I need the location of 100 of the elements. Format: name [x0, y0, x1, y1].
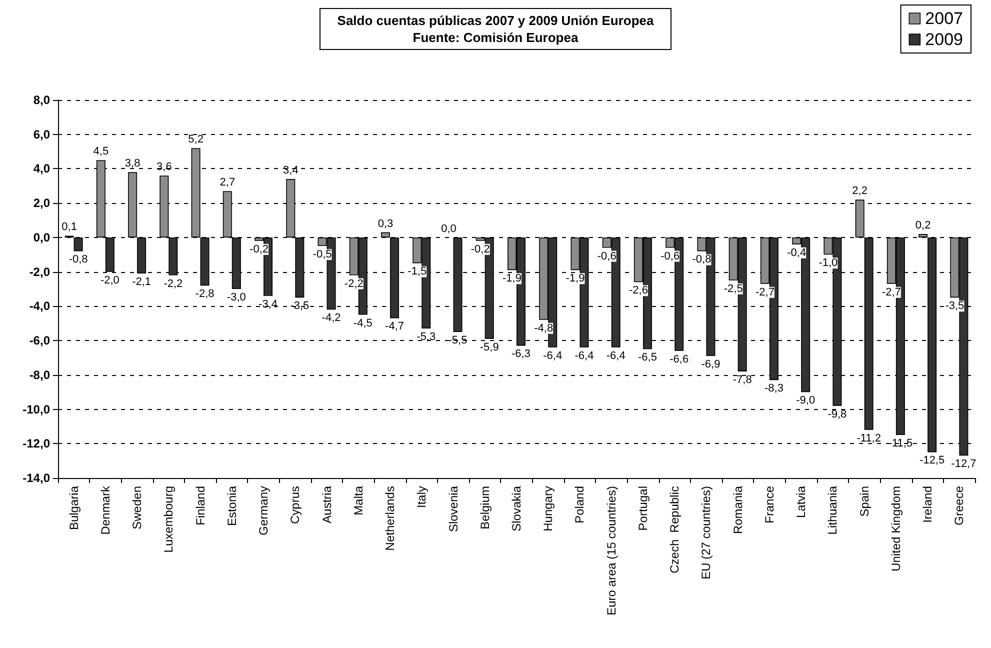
y-tick-label: 0,0 — [33, 230, 50, 244]
data-label: -0,5 — [312, 248, 332, 261]
data-label: -0,4 — [787, 246, 806, 259]
data-label: -12,7 — [951, 458, 976, 470]
data-label: -3,0 — [226, 292, 246, 304]
data-label: 2,7 — [220, 176, 236, 189]
data-label: -6,4 — [574, 350, 594, 362]
x-tick-label: Malta — [351, 486, 366, 516]
data-label: 4,5 — [93, 146, 109, 158]
x-tick-label: Czech Republic — [668, 486, 682, 574]
x-tick-label: Spain — [857, 486, 872, 517]
x-tick-label: Ireland — [920, 486, 935, 523]
data-label: -6,6 — [670, 353, 689, 366]
data-label: -1,0 — [818, 257, 838, 270]
data-label: -7,8 — [732, 374, 752, 386]
x-tick-label: Belgium — [478, 486, 492, 530]
chart-title: Saldo cuentas públicas 2007 y 2009 Unión Europea — [337, 13, 654, 28]
data-label: -0,2 — [250, 243, 269, 256]
data-label: -2,8 — [195, 288, 214, 300]
data-label: -2,1 — [132, 276, 152, 288]
x-tick-label: Hungary — [541, 486, 556, 532]
x-tick-label: Portugal — [636, 486, 650, 531]
data-label: -0,6 — [597, 250, 616, 262]
x-tick-label: Italy — [414, 486, 429, 508]
x-tick-label: Poland — [572, 486, 587, 524]
data-label: -6,9 — [701, 358, 720, 371]
y-tick-label: -12,0 — [22, 436, 50, 451]
data-label: -2,2 — [164, 278, 183, 290]
data-label: -6,4 — [543, 350, 562, 362]
data-label: 0,2 — [915, 220, 931, 232]
x-tick-label: Latvia — [794, 486, 808, 518]
data-label: 3,4 — [283, 164, 298, 177]
data-label: -1,5 — [408, 266, 427, 278]
y-tick-label: -14,0 — [22, 471, 50, 485]
x-tick-label: Austria — [320, 486, 334, 524]
x-tick-label: France — [762, 486, 776, 524]
x-tick-label: Cyprus — [288, 486, 302, 524]
data-label: -8,3 — [764, 382, 784, 395]
y-tick-label: -10,0 — [22, 402, 50, 416]
data-label: -0,6 — [660, 250, 680, 262]
x-tick-label: Netherlands — [383, 486, 398, 551]
data-label: -2,0 — [100, 274, 120, 286]
x-tick-label: Estonia — [224, 486, 239, 526]
data-label: -0,2 — [470, 243, 490, 256]
data-label: 0,0 — [441, 222, 456, 235]
y-tick-label: -2,0 — [29, 264, 50, 279]
data-label: 2,2 — [852, 185, 868, 198]
data-label: -2,7 — [882, 286, 901, 298]
x-tick-label: Romania — [730, 486, 745, 534]
x-tick-label: Slovenia — [446, 486, 460, 532]
legend-label: 2007 — [925, 9, 964, 28]
data-label: -5,3 — [416, 331, 436, 344]
y-tick-label: -6,0 — [29, 334, 50, 348]
data-label: -1,9 — [502, 272, 522, 285]
data-label: -1,9 — [566, 272, 585, 285]
legend-label: 2009 — [925, 30, 964, 49]
y-tick-label: -4,0 — [29, 299, 50, 314]
x-tick-label: United Kingdom — [888, 486, 903, 572]
data-label: -4,8 — [534, 322, 554, 334]
x-tick-label: Denmark — [98, 485, 112, 535]
data-label: -0,8 — [68, 254, 88, 266]
x-tick-label: Euro area (15 countries) — [604, 486, 618, 616]
data-label: -9,8 — [828, 408, 847, 420]
data-label: -6,3 — [512, 348, 530, 360]
y-tick-label: 6,0 — [33, 127, 50, 142]
x-tick-label: Slovakia — [510, 486, 524, 532]
data-label: 5,2 — [188, 134, 204, 146]
data-label: 0,3 — [378, 218, 394, 230]
data-label: -4,7 — [385, 320, 404, 333]
y-tick-label: 2,0 — [33, 196, 50, 210]
x-tick-label: Greece — [952, 486, 966, 526]
data-label: -11,2 — [856, 432, 881, 444]
x-tick-label: EU (27 countries) — [699, 486, 714, 580]
data-label: -2,2 — [344, 278, 364, 290]
data-label: 0,1 — [62, 221, 77, 234]
data-label: -12,5 — [920, 454, 945, 467]
data-label: -11,5 — [888, 438, 913, 450]
data-label: -2,6 — [629, 284, 648, 297]
data-label: -3,5 — [945, 300, 964, 312]
data-label: -4,5 — [353, 317, 372, 330]
data-label: -0,8 — [692, 254, 712, 266]
data-label: 3,8 — [124, 158, 140, 170]
data-label: -9,0 — [796, 394, 816, 407]
data-label: -6,5 — [638, 352, 657, 364]
data-label: -3,5 — [290, 300, 310, 312]
x-tick-label: Germany — [256, 486, 271, 536]
data-label: -5,9 — [480, 341, 499, 354]
x-tick-label: Lithuania — [826, 486, 840, 535]
data-label: -4,2 — [322, 312, 341, 324]
x-tick-label: Bulgaria — [66, 486, 81, 530]
chart-subtitle: Fuente: Comisión Europea — [412, 30, 579, 45]
x-tick-label: Luxembourg — [162, 486, 176, 553]
x-tick-label: Sweden — [130, 486, 144, 530]
data-label: -6,4 — [606, 350, 626, 362]
y-tick-label: 4,0 — [33, 162, 50, 176]
y-tick-label: 8,0 — [33, 93, 50, 107]
y-tick-label: -8,0 — [29, 368, 50, 382]
data-label: -2,7 — [755, 286, 774, 298]
x-tick-label: Finland — [193, 486, 208, 526]
data-label: -2,5 — [724, 282, 743, 295]
